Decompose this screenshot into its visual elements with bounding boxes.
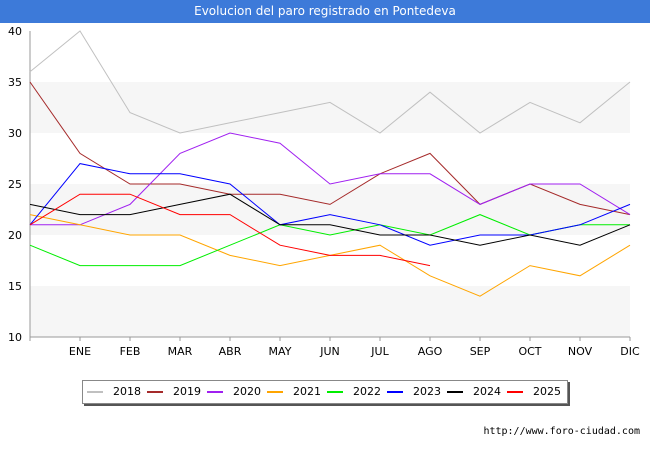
y-tick-label: 10 bbox=[8, 331, 22, 344]
x-tick-label: DIC bbox=[620, 345, 640, 358]
x-tick-label: MAY bbox=[269, 345, 292, 358]
x-tick-label: AGO bbox=[418, 345, 443, 358]
y-tick-label: 20 bbox=[8, 229, 22, 242]
x-tick-label: ABR bbox=[219, 345, 242, 358]
grid-band bbox=[30, 184, 630, 235]
legend: 2018 2019 2020 2021 2022 2023 2024 2025 bbox=[82, 380, 568, 404]
legend-swatch bbox=[147, 391, 163, 393]
x-tick-label: JUL bbox=[370, 345, 389, 358]
x-tick-label: FEB bbox=[120, 345, 141, 358]
grid-band bbox=[30, 235, 630, 286]
series-line-2025 bbox=[29, 193, 431, 267]
legend-label: 2018 bbox=[113, 385, 141, 398]
x-tick-label: ENE bbox=[69, 345, 91, 358]
legend-swatch bbox=[507, 391, 523, 393]
legend-swatch bbox=[267, 391, 283, 393]
legend-label: 2023 bbox=[413, 385, 441, 398]
legend-label: 2021 bbox=[293, 385, 321, 398]
legend-swatch bbox=[87, 391, 103, 393]
y-tick-label: 15 bbox=[8, 280, 22, 293]
x-tick-label: NOV bbox=[568, 345, 593, 358]
y-tick-label: 25 bbox=[8, 178, 22, 191]
x-tick-label: SEP bbox=[470, 345, 491, 358]
legend-swatch bbox=[327, 391, 343, 393]
y-tick-label: 30 bbox=[8, 127, 22, 140]
legend-label: 2020 bbox=[233, 385, 261, 398]
y-tick-label: 35 bbox=[8, 76, 22, 89]
source-link[interactable]: http://www.foro-ciudad.com bbox=[483, 426, 640, 437]
legend-swatch bbox=[447, 391, 463, 393]
legend-swatch bbox=[207, 391, 223, 393]
legend-label: 2022 bbox=[353, 385, 381, 398]
legend-swatch bbox=[387, 391, 403, 393]
title-bar bbox=[0, 0, 650, 23]
grid-band bbox=[30, 82, 630, 133]
series-line-2018 bbox=[29, 30, 631, 134]
x-tick-label: JUN bbox=[319, 345, 340, 358]
x-tick-label: OCT bbox=[518, 345, 541, 358]
legend-label: 2025 bbox=[533, 385, 561, 398]
series-line-2024 bbox=[29, 193, 631, 246]
chart-title: Evolucion del paro registrado en Pontede… bbox=[194, 4, 456, 18]
grid-band bbox=[30, 286, 630, 337]
legend-label: 2019 bbox=[173, 385, 201, 398]
legend-label: 2024 bbox=[473, 385, 501, 398]
series-line-2020 bbox=[30, 132, 631, 226]
grid-band bbox=[30, 133, 630, 184]
x-tick-label: MAR bbox=[168, 345, 193, 358]
y-tick-label: 40 bbox=[8, 25, 22, 38]
grid-band bbox=[30, 31, 630, 82]
